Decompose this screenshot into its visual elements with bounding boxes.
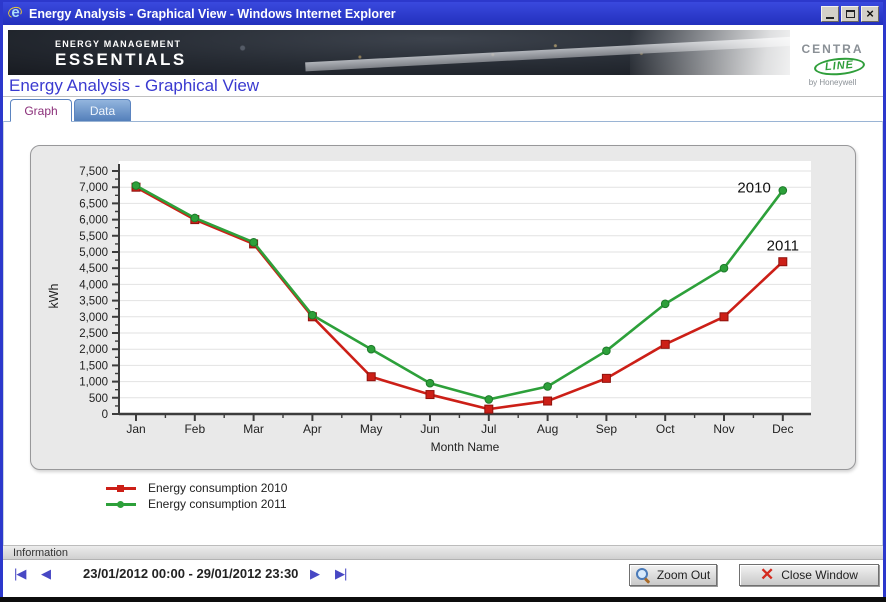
svg-text:3,000: 3,000: [79, 312, 108, 324]
centraline-logo: CENTRA LINE by Honeywell: [790, 30, 875, 96]
title-divider: [3, 96, 883, 97]
svg-text:0: 0: [102, 409, 108, 421]
date-range-label: 23/01/2012 00:00 - 29/01/2012 23:30: [83, 566, 299, 581]
svg-text:kWh: kWh: [47, 283, 61, 308]
red-square-swatch-icon: [106, 483, 136, 493]
svg-text:Feb: Feb: [184, 422, 205, 436]
green-circle-swatch-icon: [106, 499, 136, 509]
svg-text:Oct: Oct: [656, 422, 675, 436]
svg-text:1,000: 1,000: [79, 377, 108, 389]
svg-text:Mar: Mar: [243, 422, 264, 436]
tab-data[interactable]: Data: [74, 99, 131, 122]
zoom-out-button[interactable]: Zoom Out: [629, 564, 717, 586]
window-title: Energy Analysis - Graphical View - Windo…: [29, 6, 396, 21]
window-titlebar: e Energy Analysis - Graphical View - Win…: [3, 2, 883, 25]
logo-byline: by Honeywell: [808, 78, 857, 87]
svg-text:May: May: [360, 422, 383, 436]
svg-text:Nov: Nov: [713, 422, 734, 436]
close-button[interactable]: ×: [861, 5, 879, 22]
banner-line2: ESSENTIALS: [55, 50, 187, 69]
logo-brand-top: CENTRA: [801, 42, 864, 56]
svg-text:Sep: Sep: [596, 422, 618, 436]
energy-line-chart: 0 500 1,000 1,500 2,000 2,500 3,000 3,500 4,000 4…: [47, 161, 811, 454]
svg-text:4,000: 4,000: [79, 279, 108, 291]
svg-text:Jul: Jul: [481, 422, 496, 436]
svg-text:5,500: 5,500: [79, 231, 108, 243]
content-panel: 0 500 1,000 1,500 2,000 2,500 3,000 3,500 4,000 4…: [3, 121, 883, 545]
svg-text:3,500: 3,500: [79, 296, 108, 308]
tab-bar: Graph Data: [3, 99, 883, 122]
svg-text:2011: 2011: [767, 238, 799, 255]
svg-text:7,500: 7,500: [79, 166, 108, 178]
svg-text:Apr: Apr: [303, 422, 322, 436]
legend-item-2011: Energy consumption 2011: [106, 496, 287, 512]
svg-text:1,500: 1,500: [79, 360, 108, 372]
information-label: Information: [13, 547, 69, 559]
chart-legend: Energy consumption 2010 Energy consumpti…: [106, 480, 287, 512]
minimize-button[interactable]: [821, 5, 839, 22]
banner-image: ENERGY MANAGEMENT ESSENTIALS: [8, 30, 790, 75]
zoom-out-label: Zoom Out: [656, 568, 711, 582]
maximize-icon: [845, 9, 855, 18]
previous-page-icon[interactable]: ◀: [41, 566, 51, 581]
magnifier-icon: [635, 568, 650, 582]
information-bar: Information: [3, 545, 883, 560]
close-window-button[interactable]: ✕ Close Window: [739, 564, 879, 586]
tab-graph[interactable]: Graph: [10, 99, 72, 122]
banner-line1: ENERGY MANAGEMENT: [55, 39, 182, 49]
svg-text:Jun: Jun: [420, 422, 439, 436]
svg-text:7,000: 7,000: [79, 182, 108, 194]
svg-text:6,000: 6,000: [79, 215, 108, 227]
legend-label-2010: Energy consumption 2010: [148, 481, 288, 495]
window-bottom-edge: [0, 597, 886, 602]
internet-explorer-icon: e: [6, 5, 24, 22]
navigation-row: |◀ ◀ 23/01/2012 00:00 - 29/01/2012 23:30…: [3, 561, 883, 592]
svg-text:Aug: Aug: [537, 422, 558, 436]
svg-text:2010: 2010: [737, 179, 770, 196]
client-area: ENERGY MANAGEMENT ESSENTIALS CENTRA LINE…: [3, 25, 883, 597]
svg-text:500: 500: [89, 393, 108, 405]
maximize-button[interactable]: [841, 5, 859, 22]
logo-brand-bottom: LINE: [813, 55, 866, 78]
next-page-icon[interactable]: ▶: [310, 566, 320, 581]
close-icon: ×: [866, 5, 874, 21]
svg-text:2,500: 2,500: [79, 328, 108, 340]
svg-text:4,500: 4,500: [79, 263, 108, 275]
first-page-icon[interactable]: |◀: [14, 566, 26, 581]
minimize-icon: [826, 16, 834, 19]
close-window-label: Close Window: [781, 568, 858, 582]
svg-text:6,500: 6,500: [79, 198, 108, 210]
page-title: Energy Analysis - Graphical View: [9, 76, 270, 96]
svg-text:Dec: Dec: [772, 422, 793, 436]
legend-label-2011: Energy consumption 2011: [148, 497, 287, 511]
legend-item-2010: Energy consumption 2010: [106, 480, 287, 496]
svg-text:2,000: 2,000: [79, 344, 108, 356]
svg-text:Jan: Jan: [126, 422, 145, 436]
red-x-icon: ✕: [760, 565, 775, 584]
chart-container: 0 500 1,000 1,500 2,000 2,500 3,000 3,500 4,000 4…: [30, 145, 856, 470]
svg-text:Month Name: Month Name: [431, 440, 500, 454]
svg-text:5,000: 5,000: [79, 247, 108, 259]
last-page-icon[interactable]: ▶|: [335, 566, 347, 581]
